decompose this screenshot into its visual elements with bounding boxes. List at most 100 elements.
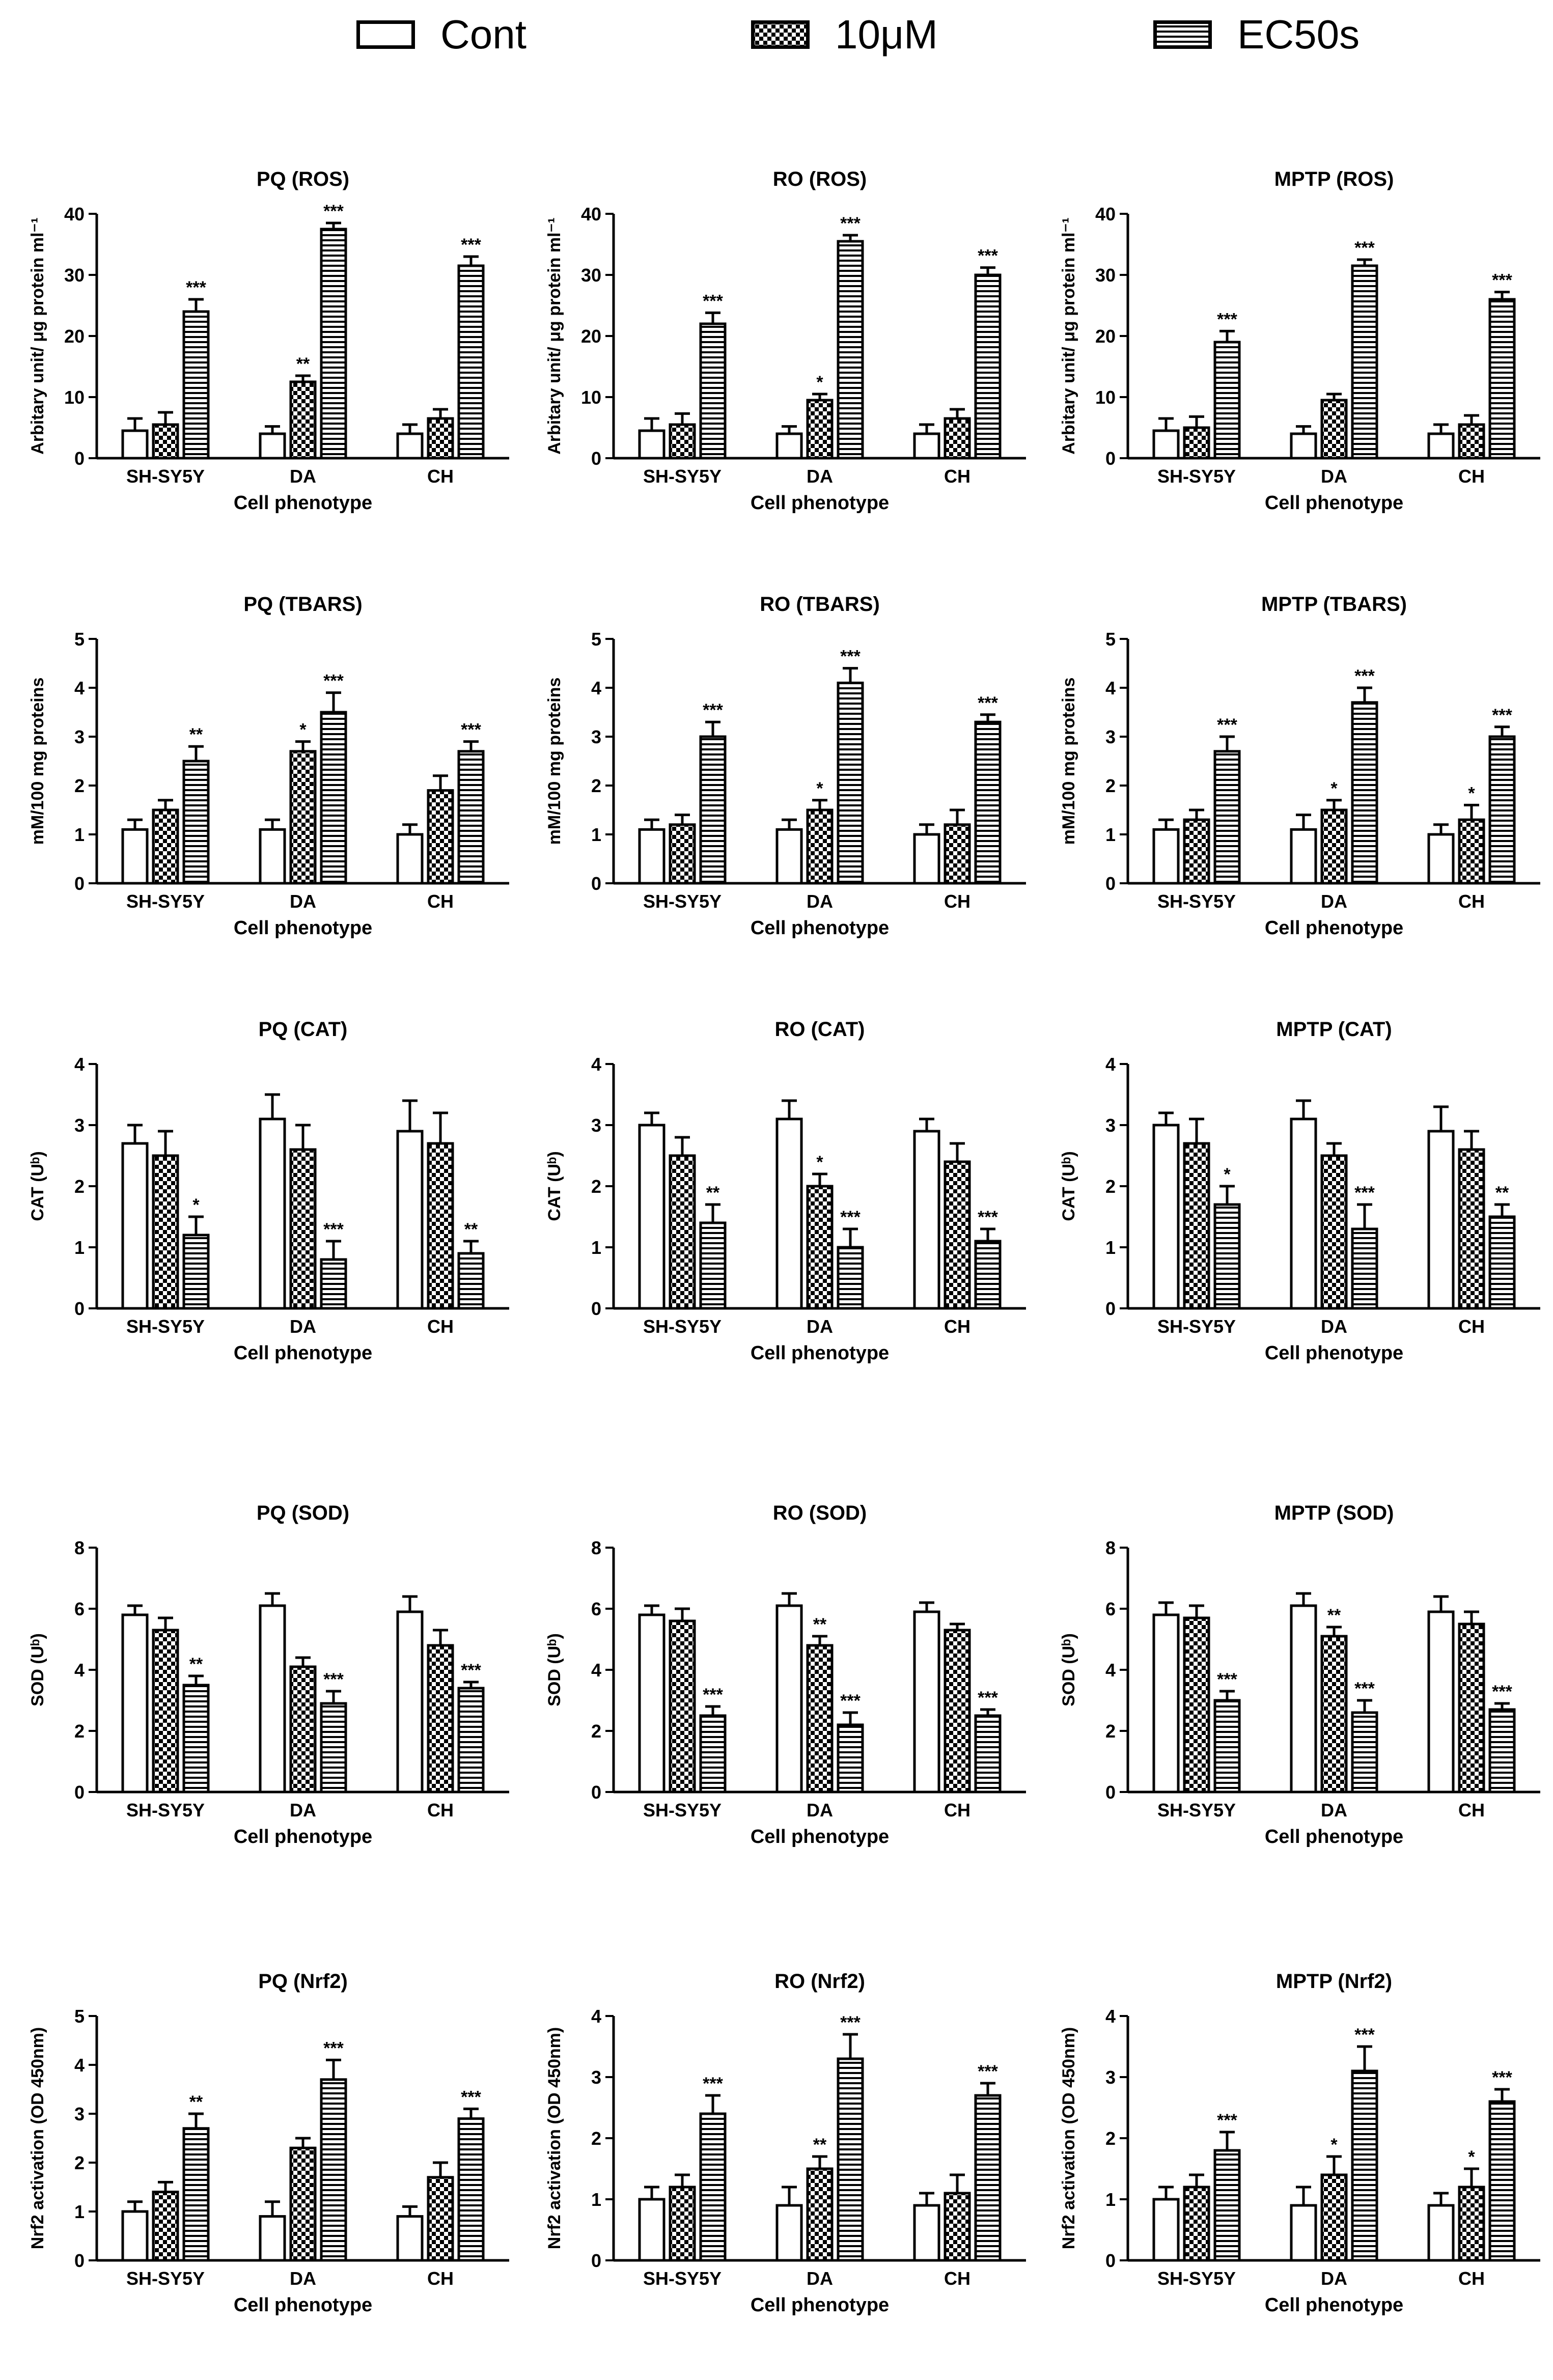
significance-marker: *	[192, 1195, 200, 1215]
y-tick-label: 1	[74, 1237, 85, 1258]
bar	[974, 2094, 1002, 2262]
bar	[806, 1644, 834, 1794]
bar	[259, 828, 286, 885]
bar	[699, 2112, 727, 2262]
bar	[289, 1148, 317, 1310]
bar	[396, 2215, 424, 2262]
significance-marker: ***	[461, 235, 481, 255]
bar	[396, 1130, 424, 1310]
bar	[1458, 1148, 1485, 1310]
bar	[152, 423, 179, 460]
y-tick-label: 4	[1105, 678, 1116, 698]
significance-marker: **	[1327, 1606, 1341, 1625]
significance-marker: ***	[1217, 1670, 1237, 1689]
x-tick-label: SH-SY5Y	[126, 891, 205, 912]
legend-item-cont: Cont	[356, 9, 526, 60]
x-tick-label: SH-SY5Y	[126, 1316, 205, 1337]
x-tick-label: SH-SY5Y	[643, 1800, 722, 1821]
x-tick-label: SH-SY5Y	[643, 1316, 722, 1337]
bar	[974, 720, 1002, 885]
chart-title: MPTP (ROS)	[1274, 168, 1394, 190]
significance-marker: ***	[703, 2074, 723, 2093]
y-tick-label: 1	[1105, 824, 1116, 845]
y-tick-label: 1	[1105, 1237, 1116, 1258]
bar	[152, 1154, 179, 1310]
chart-title: MPTP (CAT)	[1276, 1018, 1392, 1041]
bar	[457, 264, 485, 460]
x-tick-label: DA	[290, 891, 316, 912]
x-tick-label: CH	[427, 891, 454, 912]
x-tick-label: CH	[944, 1800, 970, 1821]
significance-marker: ***	[840, 2013, 861, 2032]
bar	[913, 1130, 940, 1310]
bar	[638, 2198, 665, 2262]
bar	[182, 310, 210, 460]
bar	[1427, 432, 1455, 460]
y-tick-label: 30	[64, 265, 85, 286]
chart-panel: MPTP (TBARS) 0 1 2 3 4 5 mM/100 mg proteins *** S…	[1059, 593, 1540, 939]
bar	[1488, 735, 1516, 885]
significance-marker: ***	[703, 291, 723, 311]
significance-marker: ***	[1492, 271, 1512, 290]
significance-marker: *	[1468, 2147, 1475, 2167]
y-tick-label: 0	[74, 1782, 85, 1803]
x-tick-label: CH	[1458, 1800, 1485, 1821]
y-tick-label: 2	[1105, 2128, 1116, 2149]
bar	[699, 1714, 727, 1794]
y-tick-label: 1	[74, 2201, 85, 2222]
bar	[913, 833, 940, 885]
y-tick-label: 4	[1105, 1054, 1116, 1075]
bar	[1152, 1613, 1180, 1794]
chart-title: PQ (ROS)	[257, 168, 349, 190]
x-axis-label: Cell phenotype	[751, 492, 889, 514]
y-tick-label: 3	[74, 1115, 85, 1136]
checker-swatch	[751, 20, 810, 49]
y-axis-label: Arbitary unit/ μg protein ml⁻¹	[1059, 217, 1078, 455]
y-tick-label: 20	[1095, 326, 1116, 347]
bar	[669, 823, 696, 885]
x-tick-label: CH	[944, 2268, 970, 2289]
bar	[121, 1142, 149, 1310]
bar	[427, 2176, 454, 2262]
y-tick-label: 8	[1105, 1537, 1116, 1558]
bar	[1458, 2186, 1485, 2262]
x-tick-label: DA	[1321, 1316, 1347, 1337]
y-tick-label: 1	[1105, 2189, 1116, 2210]
x-tick-label: SH-SY5Y	[1157, 1800, 1236, 1821]
significance-marker: ***	[461, 1661, 481, 1680]
significance-marker: ***	[1492, 2068, 1512, 2087]
y-tick-label: 10	[1095, 387, 1116, 408]
significance-marker: ***	[840, 214, 861, 233]
significance-marker: *	[1330, 779, 1338, 798]
bar	[913, 2204, 940, 2262]
significance-marker: ***	[1354, 666, 1375, 686]
bar	[944, 417, 971, 460]
x-axis-label: Cell phenotype	[234, 917, 372, 939]
chart-panel: MPTP (CAT) 0 1 2 3 4 CAT (Uᵇ) * SH-SY5Y *** DA ** CH…	[1059, 1018, 1540, 1364]
y-tick-label: 0	[591, 448, 601, 469]
y-axis-label: Arbitary unit/ μg protein ml⁻¹	[28, 217, 47, 455]
significance-marker: ***	[978, 246, 998, 266]
bar	[775, 432, 803, 460]
y-tick-label: 0	[591, 2250, 601, 2271]
x-axis-label: Cell phenotype	[751, 1826, 889, 1847]
y-tick-label: 3	[74, 726, 85, 747]
y-tick-label: 2	[74, 1721, 85, 1742]
x-tick-label: SH-SY5Y	[126, 1800, 205, 1821]
y-tick-label: 20	[64, 326, 85, 347]
y-tick-label: 10	[581, 387, 601, 408]
significance-marker: **	[464, 1220, 478, 1239]
significance-marker: ***	[978, 693, 998, 713]
y-axis-label: Nrf2 activation (OD 450nm)	[545, 2027, 564, 2249]
y-tick-label: 2	[591, 1176, 601, 1197]
y-tick-label: 0	[1105, 448, 1116, 469]
bar	[638, 429, 665, 460]
y-tick-label: 3	[1105, 2067, 1116, 2088]
significance-marker: ***	[1354, 238, 1375, 258]
bar	[1488, 2100, 1516, 2262]
x-axis-label: Cell phenotype	[751, 2294, 889, 2316]
x-tick-label: SH-SY5Y	[126, 466, 205, 487]
y-tick-label: 0	[74, 1298, 85, 1319]
chart-panel: PQ (CAT) 0 1 2 3 4 CAT (Uᵇ) * SH-SY5Y *** DA ** CH Ce…	[28, 1018, 509, 1364]
